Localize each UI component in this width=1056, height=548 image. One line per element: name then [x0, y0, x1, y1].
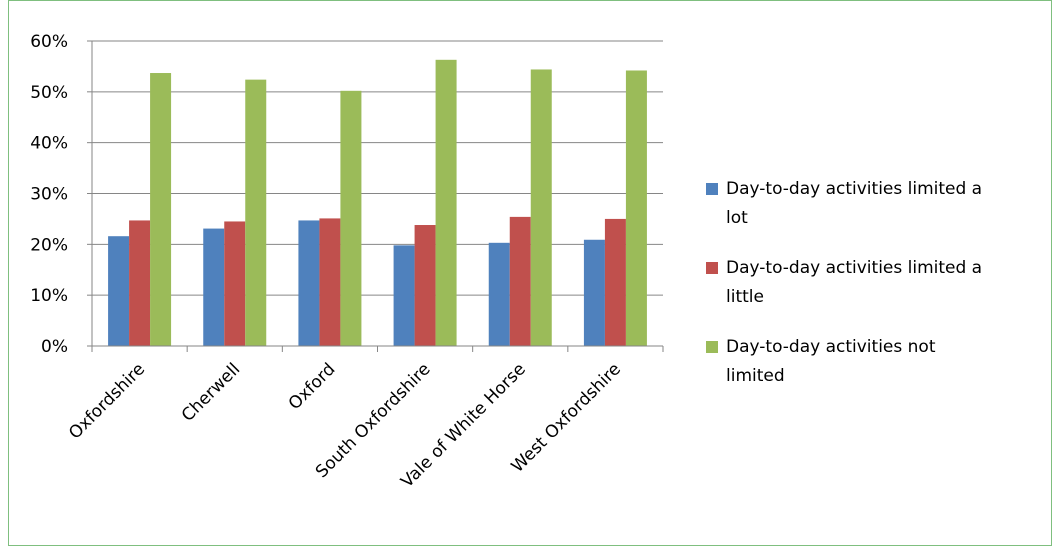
y-tick-label: 50%: [30, 83, 68, 103]
bar-1-4: [393, 245, 415, 346]
legend-label: Day-to-day activities not limited: [726, 337, 936, 386]
bar-3-2: [245, 79, 267, 346]
bar-1-5: [488, 242, 510, 346]
legend-swatch: [706, 341, 718, 353]
bar-2-1: [129, 220, 151, 346]
x-tick-label: Oxfordshire: [65, 359, 149, 443]
y-tick-label: 60%: [30, 32, 68, 52]
bar-1-1: [108, 236, 130, 346]
x-tick-label: Cherwell: [178, 359, 244, 425]
bars: [108, 59, 647, 347]
x-tick-label: Oxford: [285, 359, 340, 414]
legend-swatch: [706, 183, 718, 195]
bar-2-5: [509, 216, 531, 346]
bar-1-2: [203, 228, 225, 346]
legend-label: Day-to-day activities limited a little: [726, 258, 982, 307]
bar-2-4: [414, 225, 436, 346]
legend-label: Day-to-day activities limited a lot: [726, 179, 982, 228]
bar-2-2: [224, 221, 246, 346]
legend: Day-to-day activities limited a lot Day-to…: [706, 179, 982, 386]
y-tick-label: 10%: [30, 286, 68, 306]
y-tick-label: 0%: [41, 337, 68, 357]
y-tick-label: 20%: [30, 235, 68, 255]
y-tick-label: 30%: [30, 185, 68, 205]
axes: [87, 40, 664, 352]
gridlines: [92, 40, 663, 296]
y-axis-tick-labels: 0% 10% 20% 30% 40% 50% 60%: [30, 32, 68, 357]
y-tick-label: 40%: [30, 134, 68, 154]
bar-2-3: [319, 218, 341, 346]
bar-1-6: [583, 239, 605, 346]
bar-3-1: [150, 73, 172, 347]
bar-3-3: [340, 90, 362, 346]
bar-1-3: [298, 220, 320, 346]
legend-swatch: [706, 262, 718, 274]
bar-3-6: [625, 70, 647, 346]
bar-3-5: [530, 69, 552, 346]
bar-3-4: [435, 59, 457, 346]
bar-2-6: [604, 218, 626, 346]
